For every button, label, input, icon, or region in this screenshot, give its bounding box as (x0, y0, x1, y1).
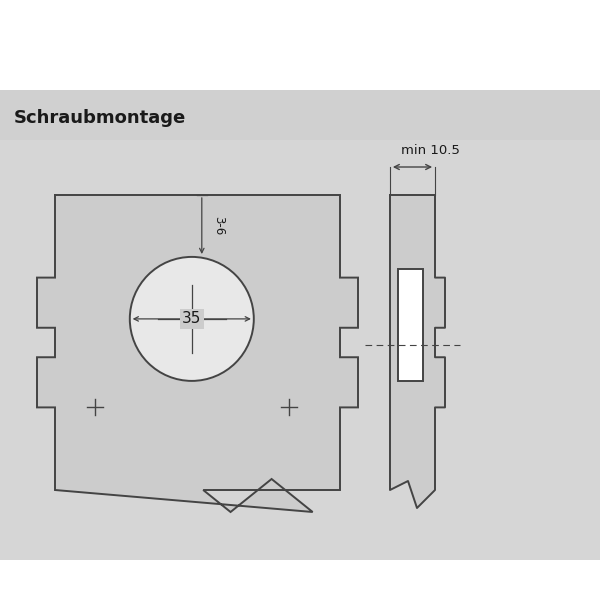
Bar (398, 269, 423, 381)
Text: 3-6: 3-6 (212, 217, 225, 236)
Polygon shape (390, 195, 445, 508)
Bar (0, 140, 600, 560)
Bar (0, 0, 600, 90)
Text: min 10.5: min 10.5 (401, 144, 460, 157)
Polygon shape (37, 195, 358, 512)
Bar (0, 560, 600, 600)
Circle shape (130, 257, 254, 381)
Text: Schraubmontage: Schraubmontage (14, 109, 186, 127)
Text: 35: 35 (182, 311, 202, 326)
Bar (0, 90, 600, 145)
